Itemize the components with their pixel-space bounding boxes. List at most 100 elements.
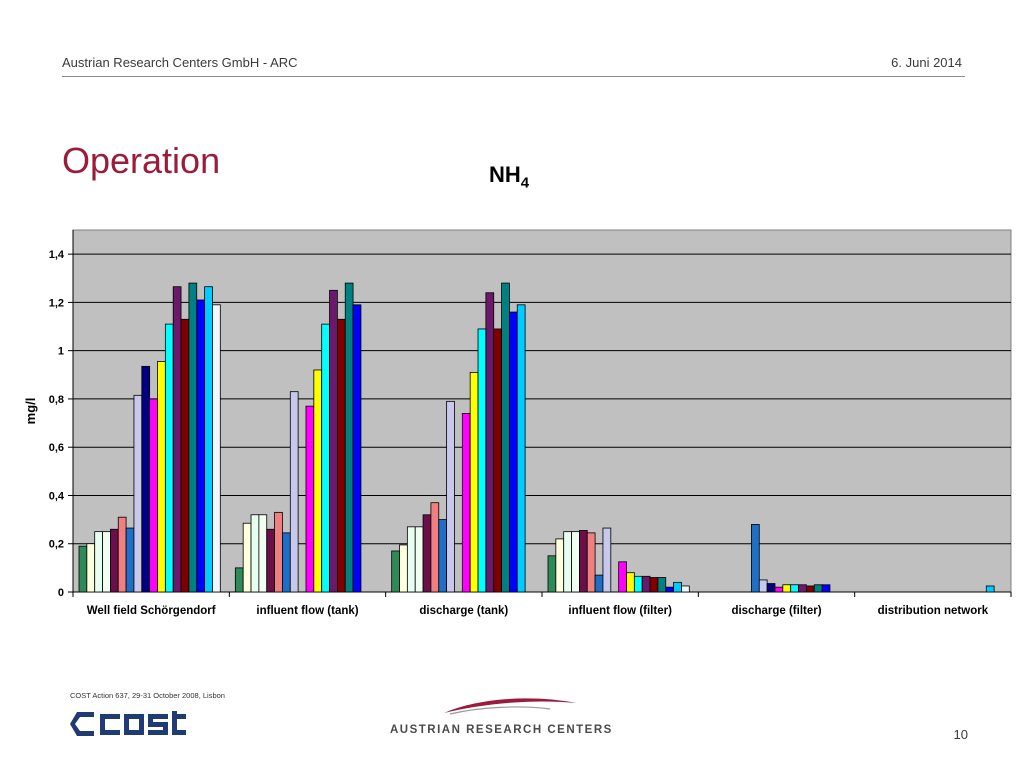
slide-title: Operation (62, 140, 221, 181)
header-org: Austrian Research Centers GmbH - ARC (62, 55, 298, 70)
bar (391, 550, 400, 593)
x-tick-label: influent flow (tank) (256, 605, 358, 617)
bar (649, 577, 659, 593)
bar (250, 514, 260, 593)
x-tick-label: distribution network (878, 605, 989, 617)
x-tick-label: influent flow (filter) (568, 605, 672, 617)
arc-wordmark: AUSTRIAN RESEARCH CENTERS (390, 724, 613, 736)
x-tick-label: Well field Schörgendorf (87, 605, 216, 617)
bar (516, 304, 526, 593)
bar (242, 522, 252, 593)
bar (414, 526, 424, 593)
bar (461, 413, 471, 593)
bar (141, 365, 151, 593)
bar (204, 286, 213, 593)
y-tick-label: 1 (58, 346, 64, 358)
bar (594, 574, 604, 593)
bar (282, 532, 291, 593)
footer-note: COST Action 637, 29-31 October 2008, Lis… (70, 691, 225, 700)
bar (586, 532, 596, 593)
bar (289, 391, 299, 593)
bar (485, 292, 495, 593)
bar (477, 328, 487, 593)
bar (673, 581, 682, 593)
bar (86, 543, 96, 593)
bar (555, 538, 565, 593)
bar (758, 579, 768, 593)
header-date: 6. Juni 2014 (891, 55, 962, 70)
bar (618, 561, 627, 593)
bar (985, 585, 995, 593)
bar (188, 282, 198, 593)
bar (212, 304, 221, 593)
bar (234, 567, 244, 593)
bar (681, 585, 690, 593)
bar (180, 318, 190, 593)
bar (110, 528, 119, 593)
bar (422, 514, 432, 593)
bar (571, 531, 580, 593)
y-tick-label: 0,2 (49, 539, 64, 551)
bar (813, 584, 823, 593)
bar (274, 511, 283, 593)
bar (579, 530, 588, 593)
bar (469, 371, 479, 593)
header-rule (62, 76, 965, 77)
y-tick-label: 1,2 (49, 297, 64, 309)
bar (329, 289, 338, 593)
bar (305, 405, 315, 593)
chart-title-main: NH (489, 162, 521, 187)
x-tick-label: discharge (filter) (731, 605, 821, 617)
bar (563, 531, 572, 593)
chart-title-sub: 4 (520, 174, 530, 192)
bar (751, 524, 760, 593)
bar (78, 545, 88, 593)
bar (352, 304, 362, 593)
bar (149, 398, 158, 593)
bar (133, 394, 143, 593)
bar (657, 577, 667, 593)
bar (430, 502, 440, 593)
y-tick-label: 0,6 (49, 442, 64, 454)
chart-title: NH4 (489, 162, 529, 191)
bar (399, 544, 408, 593)
bar (501, 282, 510, 593)
bar (547, 555, 557, 593)
bar (125, 527, 135, 593)
bar (313, 369, 323, 593)
y-tick-label: 1,4 (49, 249, 65, 261)
bar (509, 311, 518, 593)
bar (774, 586, 784, 593)
bar (798, 584, 807, 593)
y-tick-label: 0,8 (49, 394, 64, 406)
bar (164, 323, 174, 593)
x-tick-label: discharge (tank) (419, 605, 508, 617)
bar (266, 528, 275, 593)
bar (406, 526, 416, 593)
bar (633, 575, 643, 593)
bar (446, 400, 455, 593)
bar (493, 328, 502, 593)
bar (344, 282, 354, 593)
bar (438, 519, 448, 593)
plot-area (72, 229, 1012, 593)
bar (94, 531, 103, 593)
cost-logo (70, 711, 186, 736)
bar (790, 584, 799, 593)
bar (821, 584, 831, 593)
bar (336, 318, 346, 593)
bar (805, 585, 815, 593)
bar (602, 527, 612, 593)
bar-chart: 0 0,2 0,4 0,6 0,8 1 1,2 1,4 mg/l Well field Schör… (23, 229, 1012, 617)
bar (258, 514, 268, 593)
y-tick-label: 0 (58, 587, 64, 599)
bar (626, 572, 635, 593)
page-number: 10 (953, 727, 968, 742)
bar (157, 361, 166, 593)
y-tick-label: 0,4 (49, 490, 65, 502)
bar (117, 516, 127, 593)
bar (172, 286, 182, 593)
bar (782, 584, 792, 593)
bar (665, 586, 674, 593)
bar (321, 323, 330, 593)
